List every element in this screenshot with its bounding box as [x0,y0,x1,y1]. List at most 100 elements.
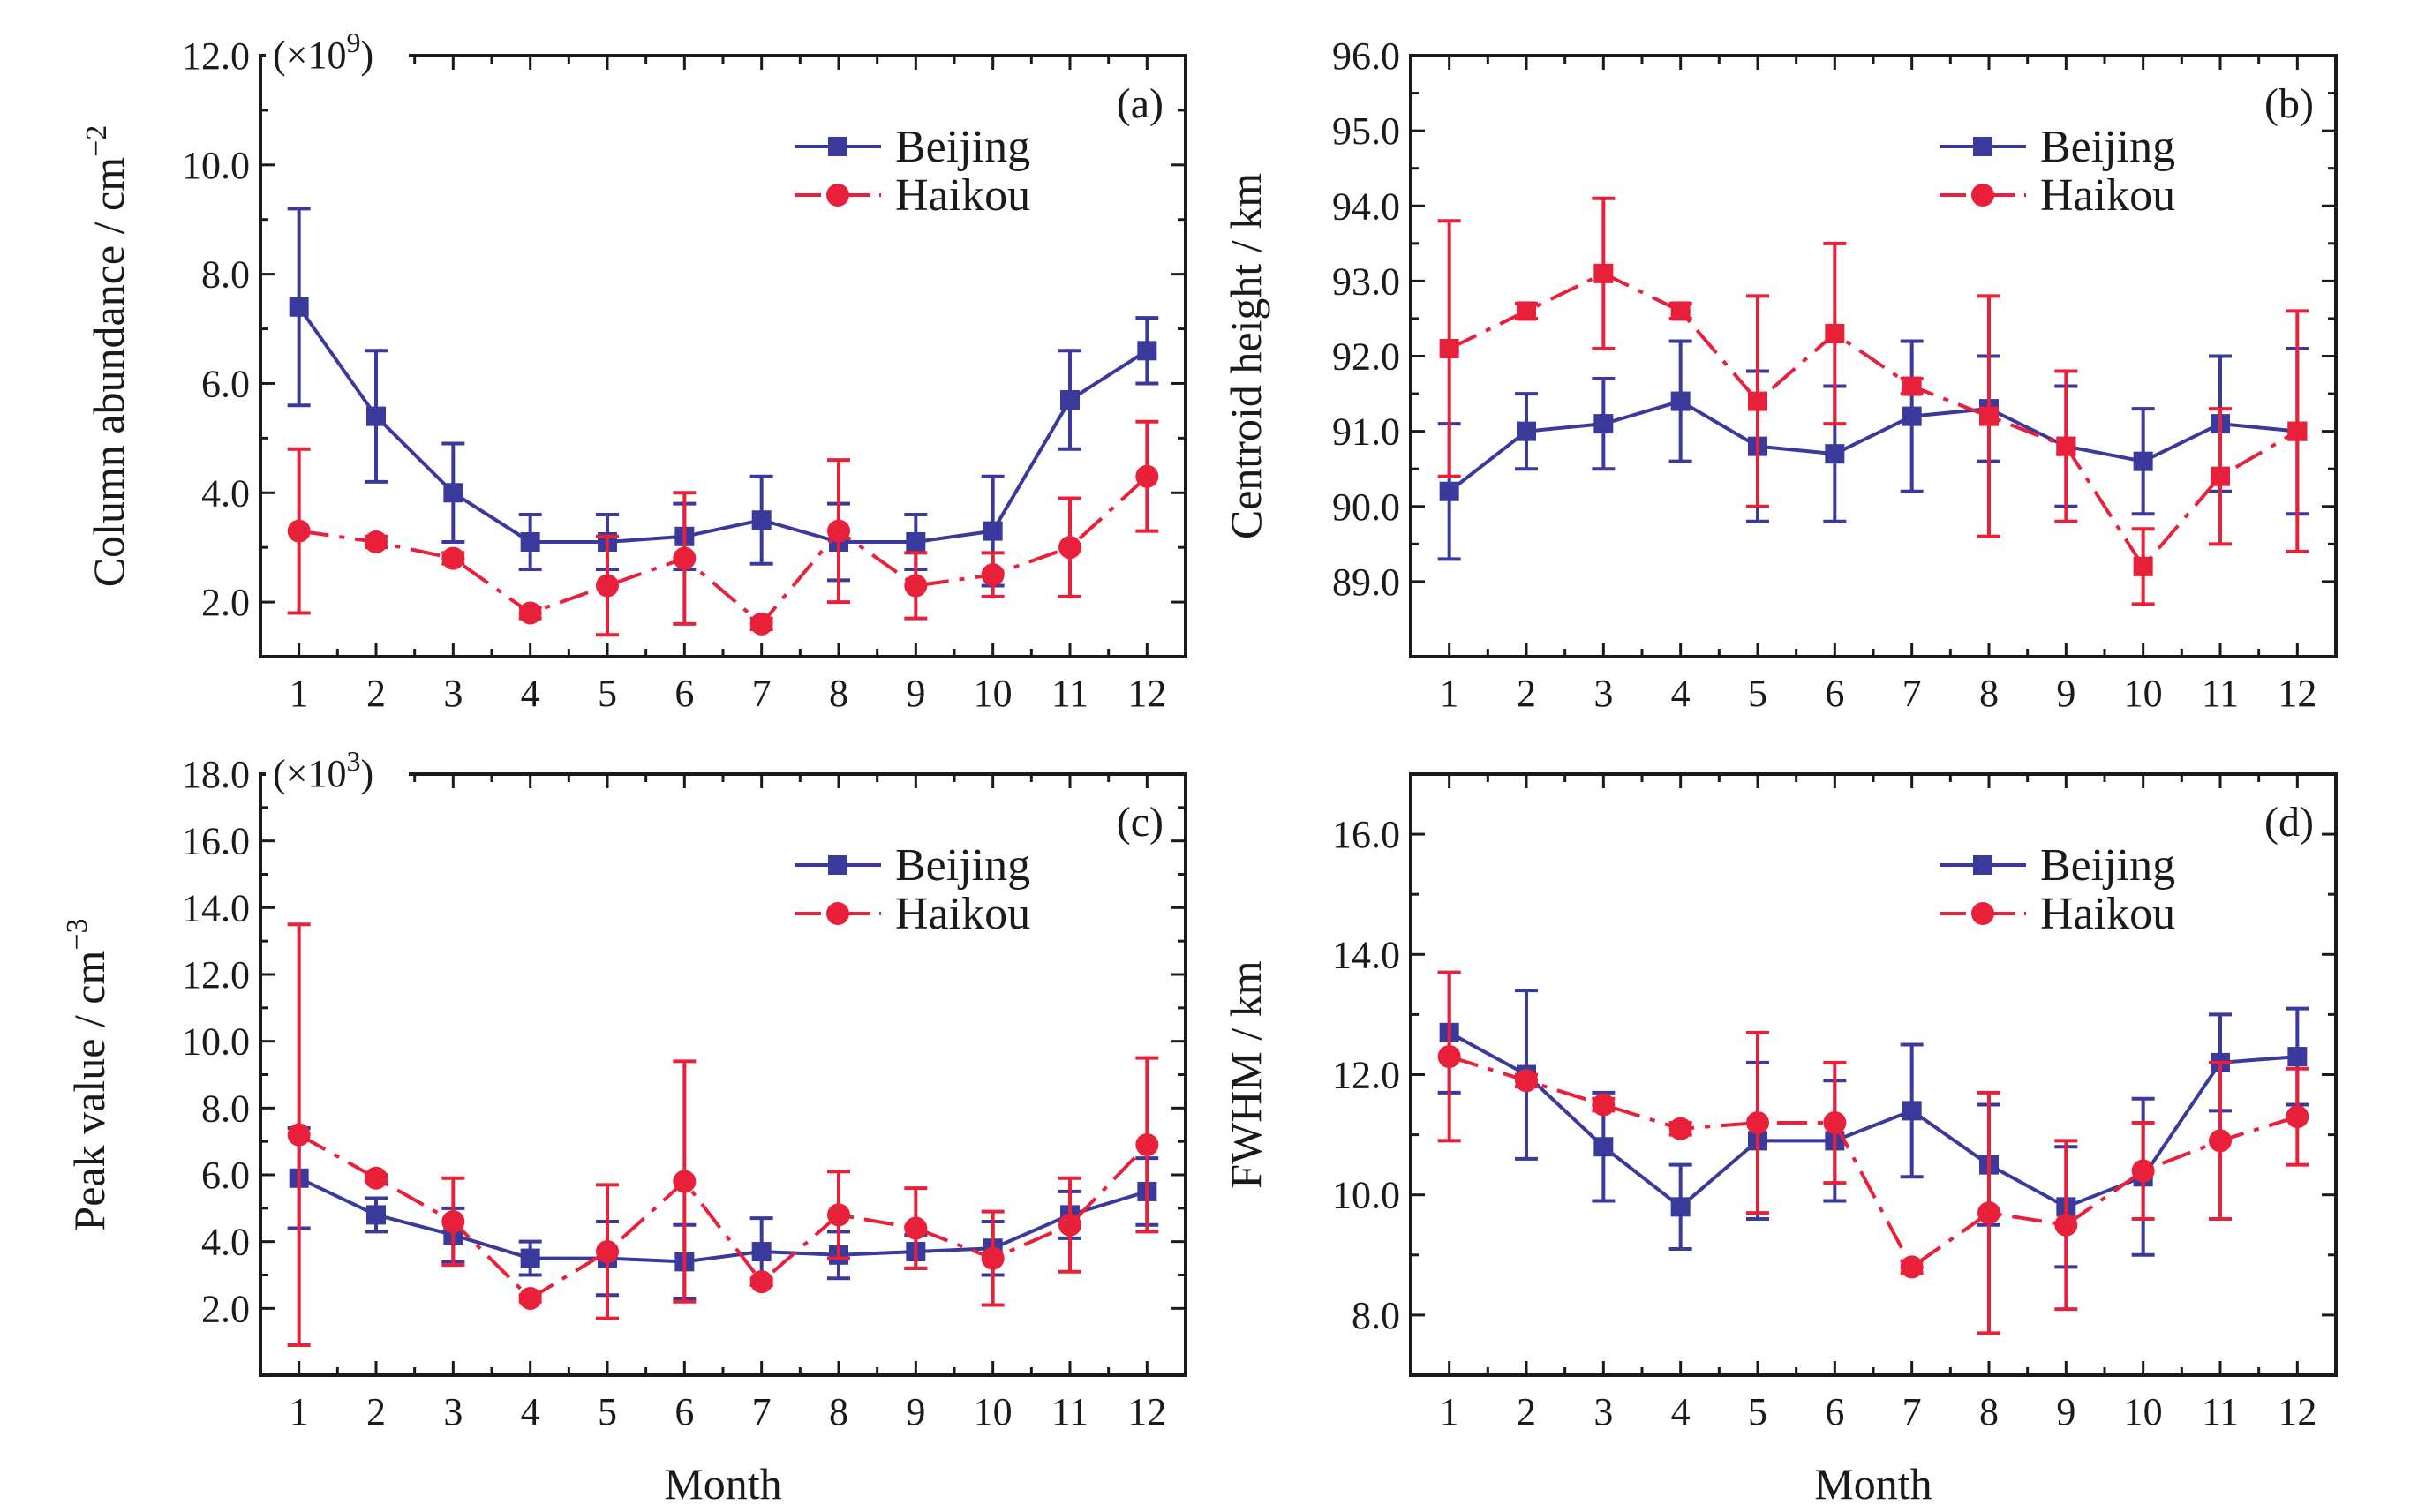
x-axis-title: Month [1814,1459,1932,1508]
data-point [1437,1045,1461,1069]
data-point [1902,1101,1922,1121]
legend-label: Haikou [2040,170,2175,221]
legend-label: Haikou [895,170,1030,221]
x-tick-label: 1 [1440,1390,1459,1433]
data-point [366,1205,386,1225]
series-beijing [287,207,1159,588]
x-tick-label: 4 [1671,1390,1691,1433]
data-point [1900,1255,1924,1279]
panel-b: 89.090.091.092.093.094.095.096.01 2 3 4 5 6 7 8… [1221,34,2338,715]
y-tick-label: 14.0 [1332,933,1400,976]
legend-marker [826,184,849,207]
x-tick-label: 5 [1748,1390,1767,1433]
data-point [1135,464,1159,488]
x-tick-label: 3 [443,672,463,715]
data-point [1517,421,1536,441]
data-point [1668,1117,1692,1140]
x-tick-label: 9 [2056,672,2075,715]
y-tick-label: 16.0 [1332,813,1400,856]
y-tick-label: 4.0 [201,471,250,515]
x-tick-label: 1 [290,672,309,715]
data-point [1592,1093,1616,1117]
y-tick-label: 90.0 [1332,485,1400,529]
data-point [2287,1047,2308,1067]
x-tick-label: 11 [1051,1390,1088,1433]
series-line [298,1132,1149,1301]
x-tick-label: 5 [1748,672,1767,715]
legend-marker [1971,184,1994,207]
data-point [2133,451,2153,471]
x-tick-label: 8 [1979,672,1999,715]
data-point [981,1246,1005,1270]
data-point [1439,481,1459,501]
x-tick-label: 4 [521,1390,540,1433]
data-point [289,297,309,317]
x-tick-label: 7 [1902,1390,1922,1433]
data-point [981,563,1005,587]
series-line [298,305,1149,544]
series-line [1448,1031,2298,1209]
y-tick-label: 4.0 [201,1221,250,1264]
data-point [1825,444,1845,464]
x-tick-label: 12 [1127,672,1166,715]
multiplier-exponent: 3 [346,745,360,777]
series-haikou [287,419,1159,637]
y-tick-label: 18.0 [182,753,250,796]
x-tick-label: 6 [1825,1390,1844,1433]
legend-marker [826,902,849,925]
panel-a: 2.04.06.08.010.012.01 2 3 4 5 6 7 8 9 10 11 12Colum… [80,26,1187,715]
y-tick-label: 8.0 [1352,1294,1400,1337]
legend-label: Beijing [2040,840,2175,891]
y-axis-title-superscript: −2 [80,125,113,157]
legend-label: Beijing [895,122,1030,172]
x-tick-label: 5 [598,1390,617,1433]
legend-label: Beijing [2040,122,2175,172]
x-tick-label: 9 [906,1390,925,1433]
legend-marker [828,855,847,875]
data-point [518,601,542,625]
data-point [1593,414,1614,434]
x-tick-label: 4 [1671,672,1691,715]
legend-marker [1971,902,1994,925]
x-tick-label: 11 [1051,672,1088,715]
x-tick-label: 6 [674,672,694,715]
data-point [1825,323,1845,343]
x-tick-label: 2 [1517,1390,1536,1433]
x-tick-label: 11 [2202,1390,2239,1433]
x-tick-label: 7 [752,672,772,715]
series-line [1448,399,2298,493]
y-tick-label: 6.0 [201,362,250,405]
y-tick-label: 92.0 [1332,335,1400,379]
data-point [1060,390,1080,410]
y-tick-label: 8.0 [201,1087,250,1130]
data-point [1902,376,1922,396]
data-point [904,574,928,598]
plot-frame [1409,54,2338,658]
data-point [673,546,697,570]
data-point [287,519,311,543]
data-point [983,521,1003,541]
legend-marker [1973,137,1992,156]
data-point [904,1216,928,1240]
multiplier-base: (×10 [273,752,346,795]
series-line [298,475,1149,627]
series-haikou [1437,970,2309,1335]
y-tick-label: 8.0 [201,253,250,297]
data-point [751,1242,772,1262]
data-point [1977,1201,2000,1225]
data-point [1135,1132,1159,1156]
x-tick-label: 3 [443,1390,463,1433]
x-tick-label: 3 [1593,672,1613,715]
data-point [2211,466,2230,486]
y-axis-title: FWHM / km [1221,960,1270,1188]
y-tick-label: 93.0 [1332,260,1400,303]
y-tick-label: 96.0 [1332,34,1400,78]
y-axis-title: Centroid height / km [1221,173,1270,539]
y-tick-label: 2.0 [201,1287,250,1330]
y-tick-label: 12.0 [1332,1054,1400,1097]
y-tick-label: 10.0 [182,1020,250,1064]
data-point [749,1270,773,1294]
data-point [2133,556,2153,576]
x-tick-label: 8 [829,672,848,715]
data-point [520,1248,540,1268]
